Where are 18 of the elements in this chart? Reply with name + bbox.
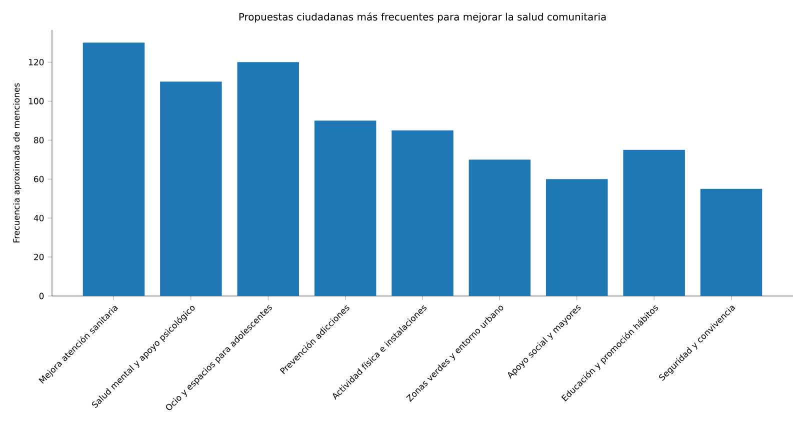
y-tick-label: 40 bbox=[34, 214, 44, 222]
bar bbox=[82, 42, 145, 296]
y-tick-label: 60 bbox=[34, 176, 44, 182]
y-tick-label: 80 bbox=[34, 136, 44, 144]
y-tick-label: 120 bbox=[29, 58, 44, 66]
bar bbox=[160, 82, 222, 296]
y-tick-label: 20 bbox=[34, 254, 44, 260]
bar bbox=[546, 179, 608, 296]
bar bbox=[392, 130, 454, 296]
y-tick-label: 100 bbox=[29, 98, 44, 104]
bar bbox=[468, 160, 531, 296]
bar bbox=[623, 150, 685, 296]
bar bbox=[700, 188, 762, 296]
y-tick-label: 0 bbox=[39, 292, 44, 300]
y-axis-title: Frecuencia aproximada de menciones bbox=[13, 83, 22, 242]
bar bbox=[237, 62, 299, 296]
chart-title: Propuestas ciudadanas más frecuentes para mejorar la salud comunitaria bbox=[239, 12, 606, 22]
bar bbox=[314, 120, 376, 296]
